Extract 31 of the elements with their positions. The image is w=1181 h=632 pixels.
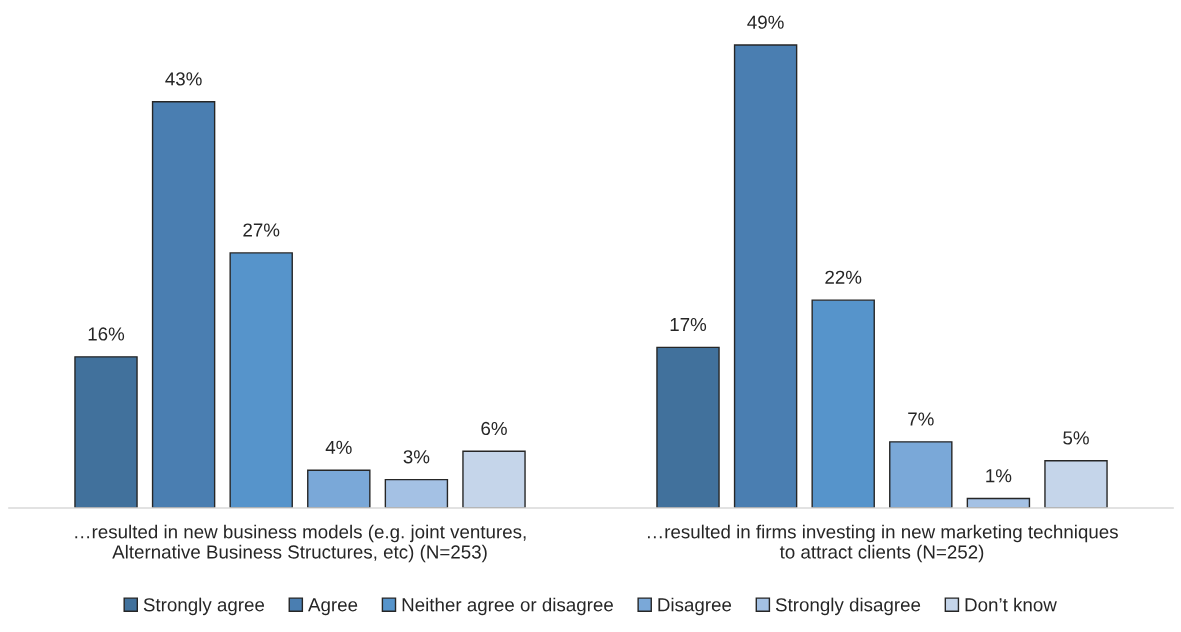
legend-label: Disagree	[658, 597, 732, 616]
x-tick-label: …resulted in new business models (e.g. joint ventures, Alternative Business Structures, etc) (N=253)	[75, 524, 526, 563]
bar	[889, 441, 953, 508]
data-label: 3%	[403, 450, 430, 464]
data-label: 4%	[325, 440, 352, 454]
bar	[1044, 460, 1108, 508]
bar	[151, 101, 216, 508]
bar	[74, 356, 138, 508]
bar	[384, 478, 449, 508]
legend-label: Strongly disagree	[775, 597, 921, 616]
bar	[656, 346, 720, 508]
bar	[462, 450, 526, 508]
legend-label: Strongly agree	[143, 597, 265, 616]
data-label: 1%	[986, 469, 1012, 483]
x-tick-label: …resulted in firms investing in new marketing techniques to attract clients (N=252)	[647, 524, 1118, 563]
bar	[733, 44, 798, 508]
bar	[229, 252, 293, 508]
data-label: 27%	[243, 223, 280, 237]
data-label: 43%	[165, 72, 202, 86]
bar	[307, 469, 371, 508]
data-label: 6%	[481, 421, 507, 436]
bar	[811, 299, 875, 508]
data-label: 16%	[88, 327, 125, 341]
data-label: 49%	[747, 15, 784, 29]
data-label: 22%	[825, 270, 862, 284]
legend-label: Neither agree or disagree	[402, 597, 613, 616]
data-label: 7%	[908, 412, 934, 426]
data-label: 5%	[1063, 431, 1089, 445]
legend-label: Agree	[308, 598, 358, 616]
data-label: 17%	[670, 317, 707, 332]
legend-label: Don’t know	[965, 597, 1057, 612]
